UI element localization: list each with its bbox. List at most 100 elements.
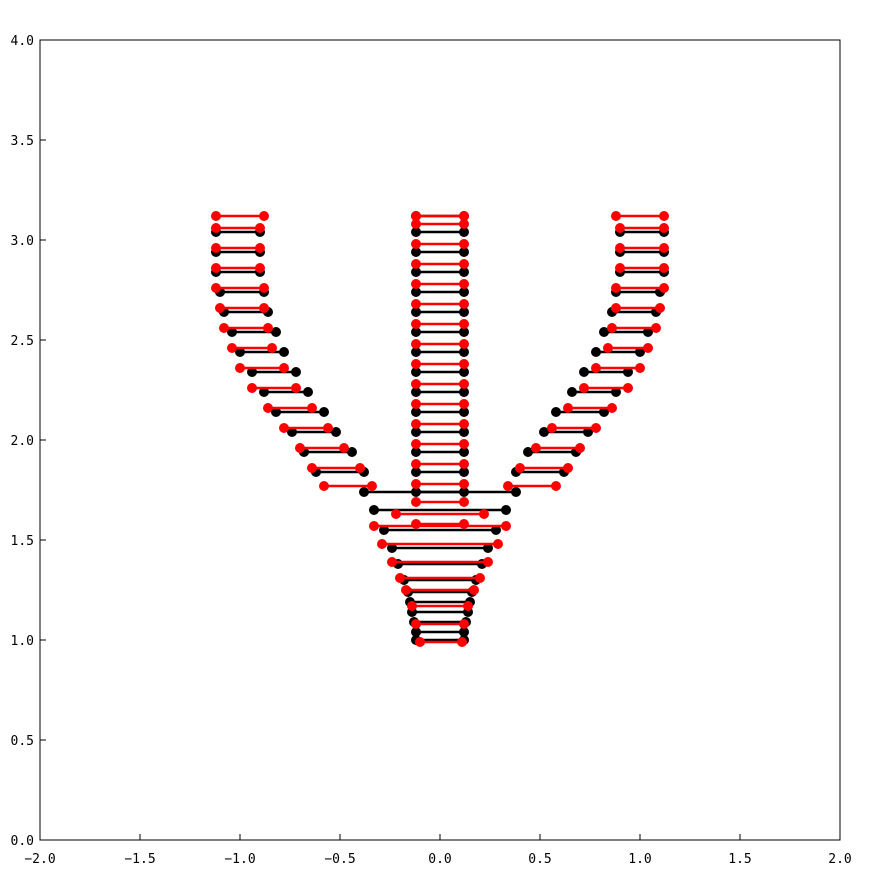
data-point bbox=[643, 343, 653, 353]
data-point bbox=[255, 223, 265, 233]
data-point bbox=[459, 497, 469, 507]
data-point bbox=[319, 481, 329, 491]
data-point bbox=[267, 343, 277, 353]
data-point bbox=[227, 327, 237, 337]
data-point bbox=[307, 403, 317, 413]
data-point bbox=[411, 259, 421, 269]
data-point bbox=[377, 539, 387, 549]
x-axis: −2.0 −1.5 −1.0 −0.5 0.0 0.5 1.0 1.5 2.0 bbox=[24, 834, 852, 867]
data-point bbox=[411, 407, 421, 417]
data-point bbox=[479, 509, 489, 519]
data-point bbox=[323, 423, 333, 433]
x-tick-label: −1.5 bbox=[124, 852, 155, 867]
data-point bbox=[411, 247, 421, 257]
x-tick-label: 1.5 bbox=[728, 852, 751, 867]
x-tick-label: 0.0 bbox=[428, 852, 451, 867]
data-point bbox=[255, 263, 265, 273]
data-point bbox=[339, 443, 349, 453]
data-point bbox=[515, 463, 525, 473]
data-point bbox=[539, 427, 549, 437]
data-point bbox=[591, 423, 601, 433]
data-point bbox=[235, 363, 245, 373]
data-point bbox=[459, 359, 469, 369]
data-point bbox=[259, 303, 269, 313]
data-point bbox=[459, 467, 469, 477]
y-tick-label: 4.0 bbox=[11, 34, 34, 49]
data-point bbox=[483, 543, 493, 553]
data-point bbox=[579, 383, 589, 393]
data-point bbox=[459, 299, 469, 309]
data-point bbox=[459, 267, 469, 277]
data-point bbox=[643, 327, 653, 337]
data-point bbox=[279, 363, 289, 373]
data-point bbox=[259, 283, 269, 293]
data-point bbox=[659, 243, 669, 253]
data-point bbox=[379, 525, 389, 535]
data-point bbox=[411, 327, 421, 337]
data-point bbox=[611, 283, 621, 293]
data-point bbox=[459, 227, 469, 237]
data-point bbox=[547, 423, 557, 433]
data-point bbox=[235, 347, 245, 357]
data-point bbox=[411, 467, 421, 477]
data-point bbox=[501, 505, 511, 515]
data-point bbox=[307, 463, 317, 473]
data-point bbox=[459, 619, 469, 629]
data-point bbox=[475, 573, 485, 583]
data-point bbox=[347, 447, 357, 457]
x-tick-label: −0.5 bbox=[324, 852, 355, 867]
data-point bbox=[501, 521, 511, 531]
data-point bbox=[263, 323, 273, 333]
data-point bbox=[411, 347, 421, 357]
data-point bbox=[611, 303, 621, 313]
data-point bbox=[411, 299, 421, 309]
data-point bbox=[659, 223, 669, 233]
data-point bbox=[459, 247, 469, 257]
data-point bbox=[463, 601, 473, 611]
data-point bbox=[459, 239, 469, 249]
data-point bbox=[459, 399, 469, 409]
data-point bbox=[395, 573, 405, 583]
data-point bbox=[611, 387, 621, 397]
data-point bbox=[607, 323, 617, 333]
x-tick-label: 1.0 bbox=[628, 852, 651, 867]
data-point bbox=[411, 479, 421, 489]
data-point bbox=[459, 307, 469, 317]
data-point bbox=[219, 323, 229, 333]
series-1 bbox=[211, 211, 669, 647]
plot-frame bbox=[39, 39, 841, 841]
data-point bbox=[459, 219, 469, 229]
data-point bbox=[607, 403, 617, 413]
data-point bbox=[211, 211, 221, 221]
data-point bbox=[211, 223, 221, 233]
data-point bbox=[271, 327, 281, 337]
data-point bbox=[407, 601, 417, 611]
data-point bbox=[411, 487, 421, 497]
data-point bbox=[493, 539, 503, 549]
data-point bbox=[411, 419, 421, 429]
x-tick-label: 0.5 bbox=[528, 852, 551, 867]
data-point bbox=[411, 239, 421, 249]
data-point bbox=[531, 443, 541, 453]
data-point bbox=[411, 339, 421, 349]
data-point bbox=[391, 509, 401, 519]
data-point bbox=[459, 627, 469, 637]
data-point bbox=[457, 637, 467, 647]
data-point bbox=[415, 637, 425, 647]
data-point bbox=[483, 557, 493, 567]
y-tick-label: 1.5 bbox=[11, 534, 34, 549]
data-point bbox=[291, 367, 301, 377]
data-point bbox=[459, 211, 469, 221]
data-point bbox=[659, 263, 669, 273]
data-point bbox=[359, 487, 369, 497]
data-point bbox=[611, 211, 621, 221]
data-point bbox=[411, 227, 421, 237]
data-point bbox=[655, 303, 665, 313]
data-point bbox=[259, 387, 269, 397]
data-point bbox=[591, 347, 601, 357]
data-point bbox=[615, 243, 625, 253]
data-point bbox=[551, 407, 561, 417]
data-point bbox=[491, 525, 501, 535]
data-point bbox=[259, 211, 269, 221]
